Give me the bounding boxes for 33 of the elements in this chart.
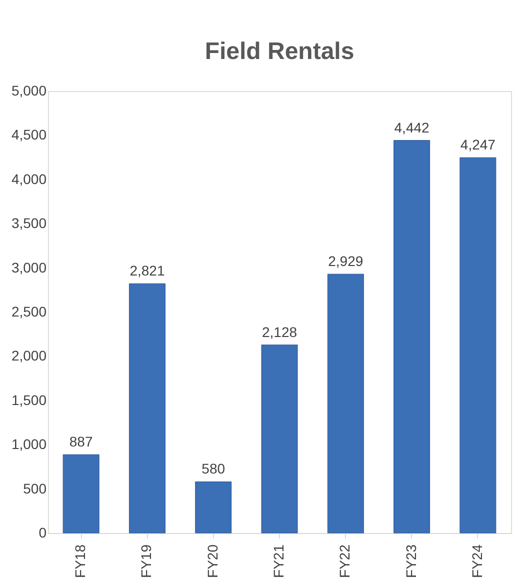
y-tick-label: 2,000 [11, 348, 47, 364]
data-label: 580 [202, 460, 226, 477]
x-tick-label: FY18 [72, 544, 88, 578]
data-label: 4,247 [460, 136, 496, 153]
bar [394, 140, 430, 534]
y-tick-label: 500 [23, 480, 47, 496]
y-tick-label: 4,500 [11, 126, 47, 143]
y-tick-label: 5,000 [11, 82, 47, 98]
bar [460, 157, 496, 534]
x-tick-label: FY24 [468, 544, 485, 578]
x-tick-label: FY19 [138, 544, 154, 578]
bar [195, 481, 232, 534]
data-label: 887 [69, 434, 93, 450]
y-tick-label: 1,000 [11, 436, 47, 452]
x-tick-label: FY20 [204, 544, 220, 578]
data-label: 2,929 [328, 253, 364, 270]
x-tick-label: FY21 [270, 544, 286, 578]
y-tick-label: 3,000 [11, 259, 47, 276]
x-tick-label: FY23 [402, 544, 419, 578]
data-label: 2,821 [130, 262, 165, 279]
bar [128, 283, 166, 534]
y-tick-label: 0 [38, 524, 47, 540]
bar [62, 454, 100, 534]
y-tick-label: 3,500 [11, 215, 47, 232]
chart-title: Field Rentals [204, 38, 354, 65]
bar [327, 274, 364, 534]
data-label: 4,442 [394, 119, 430, 136]
x-tick-label: FY22 [336, 544, 353, 578]
data-label: 2,128 [262, 324, 298, 340]
bar [261, 344, 298, 534]
y-tick-label: 4,000 [11, 170, 47, 187]
y-tick-label: 2,500 [11, 304, 47, 320]
y-tick-label: 1,500 [11, 392, 47, 408]
